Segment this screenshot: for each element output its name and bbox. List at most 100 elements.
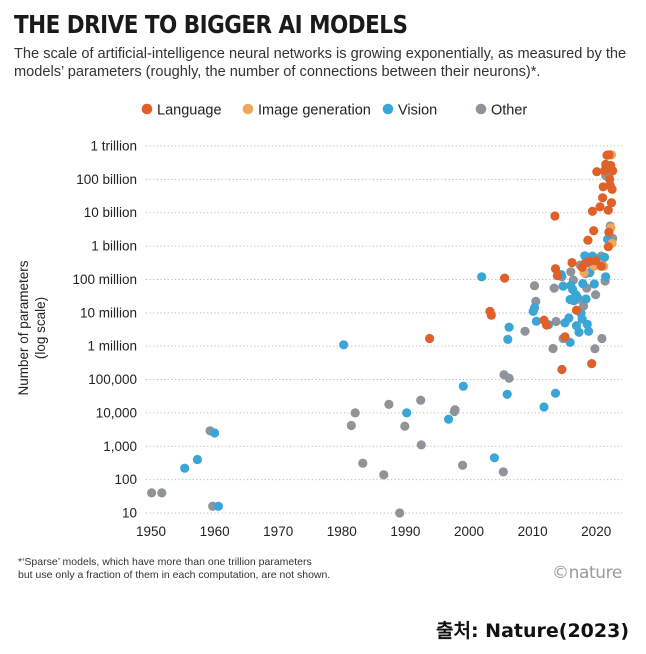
gridlines — [146, 145, 622, 514]
data-point-language — [425, 333, 435, 344]
data-point-vision — [503, 334, 513, 344]
y-tick-label: 100 — [114, 472, 137, 487]
data-point-other — [578, 301, 589, 311]
data-point-vision — [192, 454, 202, 465]
data-point-language — [604, 150, 614, 160]
footnote-line-1: *‘Sparse’ models, which have more than o… — [18, 556, 312, 568]
data-point-vision — [589, 279, 599, 289]
y-tick-label: 10 — [122, 506, 137, 521]
data-point-vision — [339, 340, 349, 350]
data-point-vision — [489, 453, 499, 463]
data-point-language — [567, 258, 577, 268]
data-point-vision — [584, 326, 594, 336]
data-point-language — [587, 206, 598, 216]
y-tick-label: 100 million — [72, 272, 137, 287]
data-point-vision — [213, 501, 223, 511]
data-point-other — [498, 467, 508, 477]
data-point-other — [458, 460, 468, 470]
data-point-other — [379, 470, 389, 480]
data-point-other — [520, 326, 530, 336]
source-credit: 출처: Nature(2023) — [436, 620, 630, 642]
data-point-vision — [444, 414, 454, 424]
legend-item-language: Language — [141, 103, 222, 119]
data-point-language — [557, 364, 567, 375]
data-point-vision — [539, 402, 549, 412]
y-tick-label: 100 billion — [76, 172, 137, 187]
legend-item-vision: Vision — [382, 103, 437, 119]
data-point-vision — [504, 322, 514, 332]
data-point-language — [542, 320, 552, 330]
data-point-other — [416, 440, 426, 450]
y-tick-label: 100,000 — [88, 372, 137, 387]
data-point-vision — [599, 252, 610, 262]
data-point-language — [550, 264, 561, 274]
data-point-other — [529, 281, 540, 291]
data-point-other — [591, 290, 601, 300]
legend-item-image-generation: Image generation — [242, 103, 371, 119]
y-tick-label: 1 trillion — [90, 139, 137, 154]
data-point-vision — [558, 281, 568, 291]
data-point-other — [346, 420, 356, 431]
x-tick-label: 1960 — [200, 524, 230, 539]
data-point-other — [157, 488, 167, 498]
data-point-language — [500, 273, 510, 283]
data-point-language — [550, 211, 560, 221]
data-point-language — [603, 205, 613, 215]
data-point-vision — [581, 294, 591, 304]
data-point-other — [395, 508, 405, 518]
data-point-language — [595, 202, 605, 212]
x-tick-label: 1970 — [263, 524, 293, 539]
data-point-other — [504, 373, 514, 383]
data-point-language — [587, 359, 597, 369]
y-axis-label-line1: Number of parameters — [16, 260, 31, 395]
y-tick-label: 1 million — [87, 339, 137, 354]
y-axis-label-line2: (log scale) — [33, 297, 48, 359]
legend: Language Image generation Vision Other — [141, 103, 527, 119]
nature-logo: ©nature — [552, 563, 622, 583]
data-point-other — [384, 399, 394, 409]
y-tick-label: 10 billion — [84, 205, 137, 220]
data-point-language — [486, 310, 496, 320]
x-tick-label: 1950 — [136, 524, 166, 539]
x-tick-label: 2000 — [454, 524, 484, 539]
data-point-vision — [582, 319, 592, 329]
footnote: *‘Sparse’ models, which have more than o… — [18, 556, 438, 582]
data-point-language — [592, 167, 602, 177]
data-point-language — [552, 271, 563, 281]
y-tick-label: 1,000 — [103, 439, 137, 454]
data-point-other — [450, 405, 460, 415]
legend-swatch — [242, 103, 254, 115]
data-point-other — [416, 395, 426, 405]
legend-item-other: Other — [475, 103, 527, 119]
data-point-other — [549, 283, 559, 293]
data-point-other — [147, 488, 157, 498]
data-point-language — [598, 193, 608, 203]
data-point-vision — [458, 381, 468, 391]
data-point-language — [589, 226, 599, 236]
chart-subtitle: The scale of artificial-intelligence neu… — [14, 46, 627, 80]
data-point-vision — [402, 408, 412, 418]
data-point-other — [590, 344, 600, 354]
chart-title: THE DRIVE TO BIGGER AI MODELS — [14, 10, 408, 39]
data-point-other — [551, 316, 561, 327]
data-point-language — [604, 227, 614, 237]
data-points — [147, 150, 618, 518]
scatter-chart: Language Image generation Vision Other 10 10… — [16, 103, 622, 539]
data-point-vision — [180, 463, 190, 473]
x-tick-label: 1980 — [327, 524, 357, 539]
data-point-language — [598, 182, 608, 192]
data-point-vision — [531, 316, 542, 326]
data-point-vision — [502, 389, 512, 399]
data-point-language — [560, 332, 570, 342]
data-point-other — [548, 343, 558, 354]
data-point-language — [596, 261, 606, 271]
data-point-vision — [210, 428, 220, 438]
y-tick-label: 1 billion — [91, 239, 137, 254]
data-point-vision — [529, 303, 540, 313]
y-tick-label: 10,000 — [96, 405, 137, 420]
data-point-vision — [578, 279, 588, 289]
data-point-other — [350, 408, 360, 418]
data-point-vision — [550, 388, 561, 398]
data-point-vision — [477, 272, 487, 282]
data-point-language — [608, 166, 618, 176]
